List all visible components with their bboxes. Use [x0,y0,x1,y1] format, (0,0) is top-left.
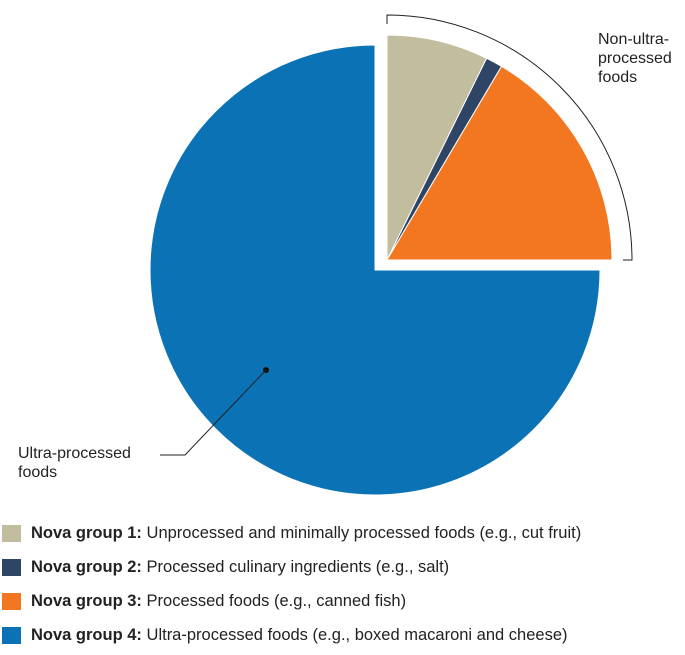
non-ultra-processed-annotation: Non-ultra- processed foods [598,30,672,87]
legend-description: Processed foods (e.g., canned fish) [141,592,407,610]
ultra-processed-annotation: Ultra-processed foods [18,444,131,482]
legend-item-nova-4: Nova group 4: Ultra-processed foods (e.g… [0,623,685,647]
legend-label: Nova group 2: Processed culinary ingredi… [31,557,449,577]
legend-label: Nova group 4: Ultra-processed foods (e.g… [31,625,568,645]
ultra-leader-line [160,369,267,456]
legend-group-name: Nova group 3: [31,592,142,610]
legend-swatch [2,559,21,576]
annotation-line-text: processed [598,50,672,67]
legend-item-nova-3: Nova group 3: Processed foods (e.g., can… [0,589,685,613]
legend-swatch [2,593,21,610]
legend-label: Nova group 1: Unprocessed and minimally … [31,523,581,543]
non-ultra-bracket [386,14,633,261]
legend-group-name: Nova group 1: [31,524,142,542]
legend-swatch [2,627,21,644]
legend-item-nova-1: Nova group 1: Unprocessed and minimally … [0,521,685,545]
annotation-line-text: Ultra-processed [18,445,131,462]
legend-swatch [2,525,21,542]
legend-group-name: Nova group 2: [31,558,142,576]
pie-slice-nova-group-3 [386,65,613,261]
legend-group-name: Nova group 4: [31,626,142,644]
legend-description: Unprocessed and minimally processed food… [141,524,582,542]
legend-description: Ultra-processed foods (e.g., boxed macar… [141,626,568,644]
annotation-line-text: foods [18,464,58,481]
legend-item-nova-2: Nova group 2: Processed culinary ingredi… [0,555,685,579]
pie-slice-nova-group-4 [149,44,601,496]
annotation-line-text: foods [598,69,638,86]
pie-chart [149,14,633,496]
legend-label: Nova group 3: Processed foods (e.g., can… [31,591,406,611]
legend-description: Processed culinary ingredients (e.g., sa… [141,558,450,576]
pie-slice-nova-group-1 [386,34,488,261]
annotation-line-text: Non-ultra- [598,31,670,48]
